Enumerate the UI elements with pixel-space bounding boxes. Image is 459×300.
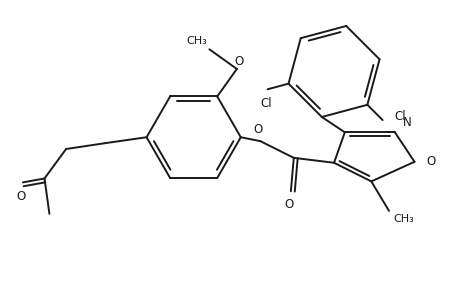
- Text: O: O: [425, 155, 435, 168]
- Text: N: N: [402, 116, 411, 129]
- Text: O: O: [16, 190, 26, 202]
- Text: O: O: [253, 123, 263, 136]
- Text: Cl: Cl: [393, 110, 405, 123]
- Text: O: O: [284, 199, 293, 212]
- Text: Cl: Cl: [259, 97, 271, 110]
- Text: CH₃: CH₃: [392, 214, 413, 224]
- Text: CH₃: CH₃: [186, 37, 207, 46]
- Text: O: O: [234, 55, 243, 68]
